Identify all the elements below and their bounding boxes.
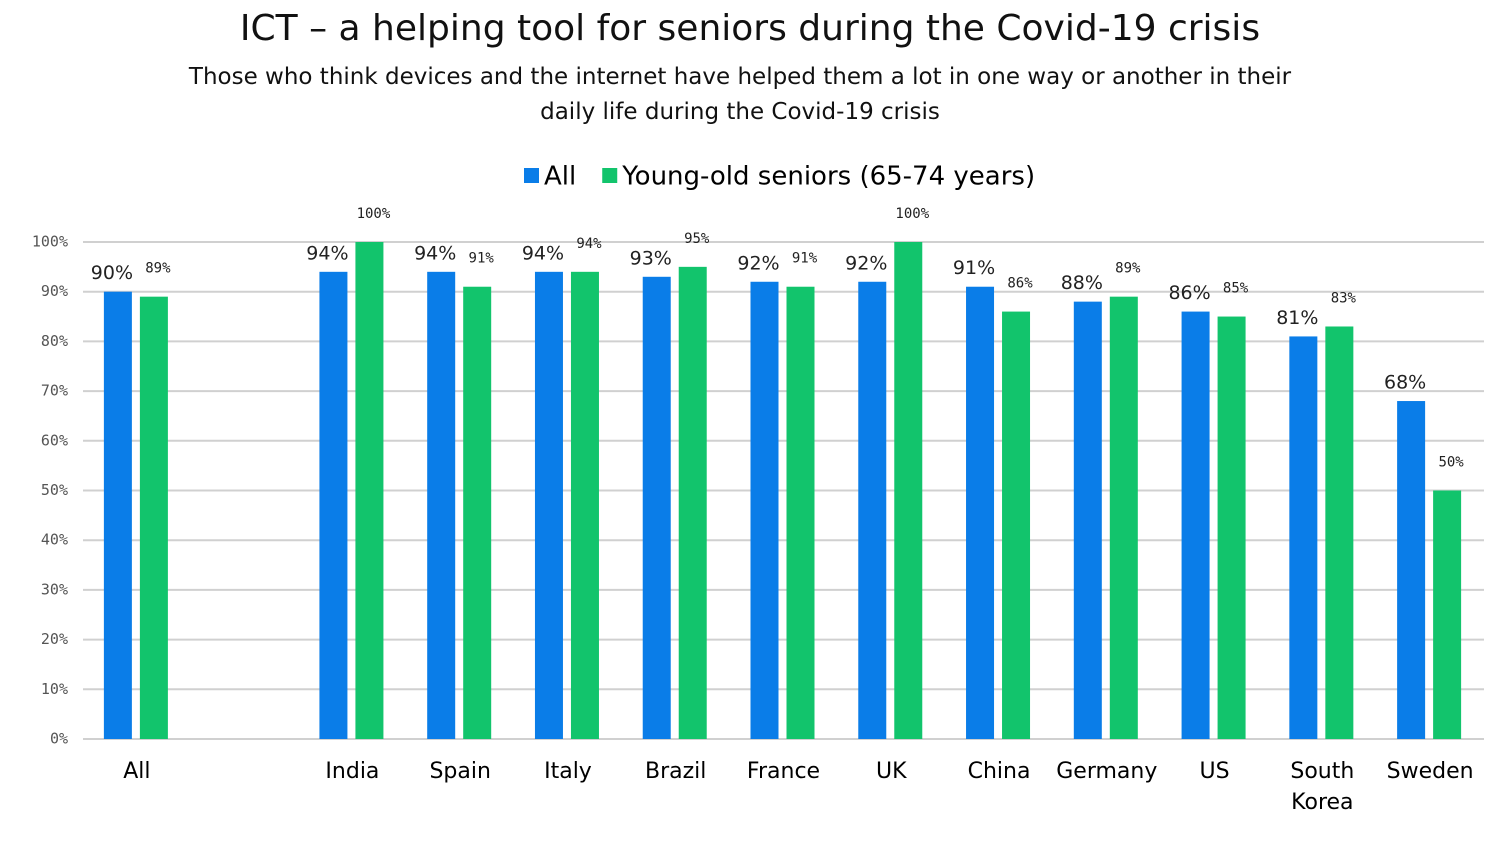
bar (427, 271, 456, 739)
y-tick-label: 0% (50, 730, 68, 748)
x-tick-label: UK (876, 759, 907, 784)
data-label: 92% (845, 252, 887, 274)
x-tick-label: All (123, 759, 150, 784)
data-label: 94% (522, 242, 564, 264)
bar (1289, 336, 1318, 739)
chart-subtitle: Those who think devices and the internet… (188, 64, 1292, 125)
x-tick-label: India (325, 759, 379, 784)
data-label: 91% (953, 257, 995, 279)
data-label: 81% (1276, 307, 1318, 329)
data-label: 88% (1061, 272, 1103, 294)
y-tick-label: 100% (32, 233, 68, 251)
bar (750, 281, 779, 739)
legend-swatch (524, 168, 539, 183)
bar (1109, 296, 1138, 739)
y-tick-label: 40% (41, 531, 68, 549)
bar (894, 242, 923, 739)
data-label: 94% (306, 242, 348, 264)
legend-label: Young-old seniors (65-74 years) (621, 162, 1035, 192)
data-label: 50% (1438, 455, 1464, 471)
bar (463, 286, 492, 739)
bar (858, 281, 887, 739)
data-label: 100% (357, 206, 391, 222)
x-tick-label: Germany (1056, 759, 1157, 784)
bar (1073, 301, 1102, 739)
y-tick-label: 80% (41, 332, 68, 350)
data-label: 83% (1331, 290, 1357, 306)
y-tick-label: 60% (41, 431, 68, 449)
x-tick-label: Sweden (1387, 759, 1474, 784)
bar (1002, 311, 1031, 739)
bar (678, 266, 707, 739)
legend-swatch (602, 168, 618, 183)
data-label: 89% (1115, 261, 1141, 277)
bar (1181, 311, 1210, 739)
data-label: 86% (1168, 282, 1210, 304)
bar (570, 271, 599, 739)
bar (786, 286, 815, 739)
x-tick-label: France (747, 759, 820, 784)
bar (642, 276, 671, 739)
y-tick-label: 90% (41, 282, 68, 300)
data-label: 92% (737, 252, 779, 274)
x-tick-label: China (968, 759, 1031, 784)
chart-title: ICT – a helping tool for seniors during … (239, 8, 1261, 49)
data-label: 90% (91, 262, 133, 284)
data-label: 100% (895, 206, 929, 222)
legend-label: All (544, 162, 576, 192)
bar (1433, 490, 1462, 739)
bar (1397, 401, 1426, 739)
x-tick-label: Spain (429, 759, 490, 784)
bar (103, 291, 132, 739)
x-tick-label: US (1200, 759, 1230, 784)
data-label: 91% (469, 251, 495, 267)
bar (966, 286, 995, 739)
data-label: 86% (1007, 276, 1033, 292)
x-tick-label: Italy (544, 759, 592, 784)
x-tick-label: South Korea (1290, 759, 1354, 815)
y-tick-label: 10% (41, 680, 68, 698)
y-tick-label: 30% (41, 580, 68, 598)
y-tick-label: 50% (41, 481, 68, 499)
data-label: 94% (414, 242, 456, 264)
bar (534, 271, 563, 739)
data-label: 94% (576, 236, 602, 252)
x-tick-label: Brazil (645, 759, 706, 784)
y-tick-label: 20% (41, 630, 68, 648)
bar (355, 242, 384, 739)
data-label: 91% (792, 251, 818, 267)
bar (319, 271, 348, 739)
bar (139, 296, 168, 739)
data-label: 93% (630, 247, 672, 269)
y-tick-label: 70% (41, 382, 68, 400)
bar (1217, 316, 1246, 739)
data-label: 68% (1384, 372, 1426, 394)
bar (1325, 326, 1354, 739)
data-label: 85% (1223, 281, 1249, 297)
data-label: 95% (684, 231, 710, 247)
data-label: 89% (145, 261, 171, 277)
